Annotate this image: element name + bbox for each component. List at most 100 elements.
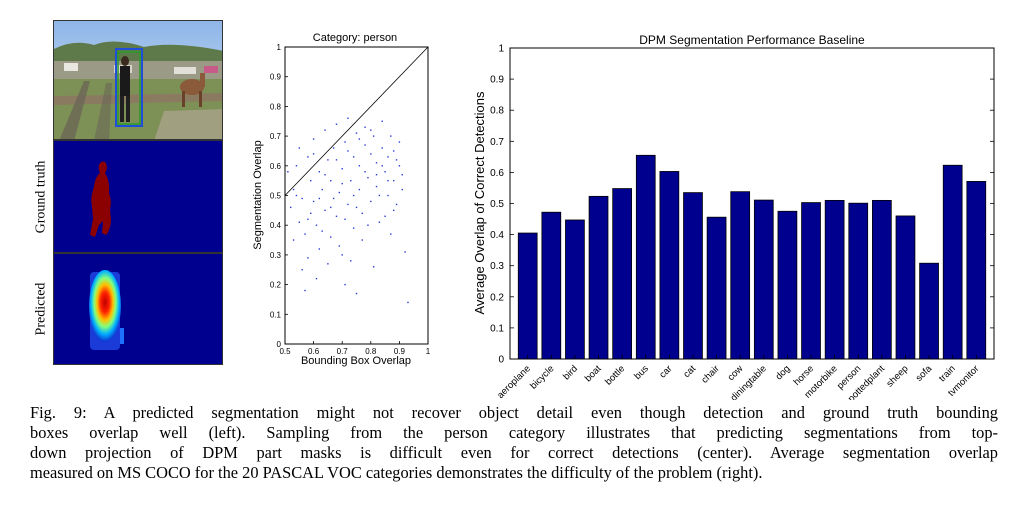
bar-series (517, 154, 987, 360)
scatter-point (304, 289, 306, 292)
ground-truth-mask (53, 140, 223, 253)
scatter-y-tick-label: 0.2 (270, 281, 282, 290)
scatter-point (392, 209, 395, 212)
scatter-y-tick-label: 0 (277, 340, 282, 349)
scatter-point (355, 206, 358, 209)
scatter-point (370, 153, 372, 155)
scatter-point (341, 182, 343, 185)
bar-x-tick-label: cow (726, 363, 746, 383)
predicted-heatmap (54, 254, 222, 364)
scatter-point (364, 171, 366, 173)
scatter-points (287, 117, 409, 304)
caption-line: Fig. 9: A predicted segmentation might n… (30, 403, 998, 422)
bar-x-tick-label: chair (699, 363, 721, 385)
scatter-point (344, 218, 346, 220)
scatter-point (392, 179, 395, 182)
scatter-point (395, 159, 398, 161)
scatter-x-tick-label: 0.8 (365, 347, 377, 356)
scatter-x-tick-label: 0.5 (279, 347, 291, 356)
bar-motorbike (824, 199, 845, 360)
scatter-point (287, 171, 289, 173)
scatter-y-tick-label: 0.8 (270, 102, 282, 111)
bar-y-ticks: 0 0.1 0.2 0.3 0.4 0.5 0.6 0.7 0.8 0.9 1 (490, 44, 994, 366)
scatter-point (338, 245, 341, 247)
scatter-point (372, 266, 375, 268)
scatter-point (350, 260, 352, 262)
scatter-reference-line (284, 46, 429, 196)
scatter-point (401, 188, 403, 191)
scatter-point (347, 203, 349, 206)
scatter-point (312, 200, 315, 203)
scatter-y-tick-label: 0.4 (270, 221, 282, 230)
bar-dog (777, 210, 798, 360)
scatter-point (390, 135, 392, 137)
scatter-x-ticks: 0.5 0.6 0.7 0.8 0.9 1 (279, 341, 431, 356)
scatter-point (310, 179, 312, 182)
photo-illustration (54, 21, 222, 139)
example-figure: Ground truth Predicted (30, 20, 225, 365)
bar-y-tick-label: 0.4 (490, 230, 504, 241)
scatter-point (318, 248, 321, 250)
bar-x-tick-label: sheep (884, 363, 910, 389)
scatter-axes-frame (284, 46, 429, 345)
scatter-point (381, 147, 383, 149)
scatter-point (312, 138, 315, 140)
caption-line: boxes overlap well (left). Sampling from… (30, 423, 998, 442)
scatter-point (338, 191, 341, 194)
scatter-x-label: Bounding Box Overlap (301, 355, 411, 367)
scatter-point (358, 138, 361, 140)
bar-x-tick-label: sofa (914, 363, 935, 384)
scatter-point (395, 203, 398, 206)
scatter-point (361, 239, 363, 241)
bar-horse (801, 202, 821, 360)
scatter-point (375, 185, 378, 188)
scatter-point (332, 197, 335, 200)
bar-bottle (612, 188, 632, 360)
figure-caption: Fig. 9: A predicted segmentation might n… (30, 403, 998, 483)
scatter-point (307, 257, 309, 259)
scatter-point (378, 194, 381, 197)
scatter-point (355, 292, 358, 295)
bar-title: DPM Segmentation Performance Baseline (639, 33, 865, 47)
scatter-point (370, 200, 372, 203)
predicted-mask (53, 253, 223, 365)
bar-x-tick-label: boat (583, 363, 604, 384)
scatter-point (295, 194, 298, 197)
scatter-point (304, 233, 306, 235)
scatter-point (387, 156, 389, 158)
bar-pottedplant (872, 199, 892, 360)
bar-y-tick-label: 0 (498, 355, 504, 366)
scatter-point (352, 156, 355, 158)
bar-y-tick-label: 0.1 (490, 323, 504, 334)
bar-bus (635, 154, 656, 360)
row-label-predicted: Predicted (33, 282, 48, 336)
bar-sheep (895, 215, 916, 360)
scatter-y-tick-label: 0.1 (270, 310, 282, 319)
scatter-point (307, 218, 309, 220)
bar-x-tick-label: bird (561, 363, 580, 382)
scatter-point (330, 179, 332, 182)
scatter-point (327, 263, 329, 265)
scatter-point (341, 254, 343, 256)
scatter-point (321, 188, 323, 191)
scatter-y-label: Segmentation Overlap (252, 140, 264, 249)
scatter-point (378, 221, 381, 223)
scatter-x-tick-label: 1 (426, 347, 431, 356)
scatter-point (370, 129, 372, 131)
scatter-point (364, 144, 366, 146)
scatter-point (352, 227, 355, 229)
scatter-point (290, 206, 292, 209)
scatter-point (330, 206, 332, 209)
scatter-point (335, 159, 338, 161)
scatter-point (318, 197, 321, 200)
scatter-y-tick-label: 0.5 (270, 192, 282, 201)
scatter-point (398, 141, 401, 143)
bar-y-tick-label: 0.9 (490, 75, 504, 86)
scatter-point (327, 159, 329, 161)
scatter-point (315, 224, 318, 226)
scatter-point (292, 239, 295, 241)
scatter-point (335, 215, 338, 217)
scatter-point (372, 135, 375, 137)
scatter-point (352, 194, 355, 197)
